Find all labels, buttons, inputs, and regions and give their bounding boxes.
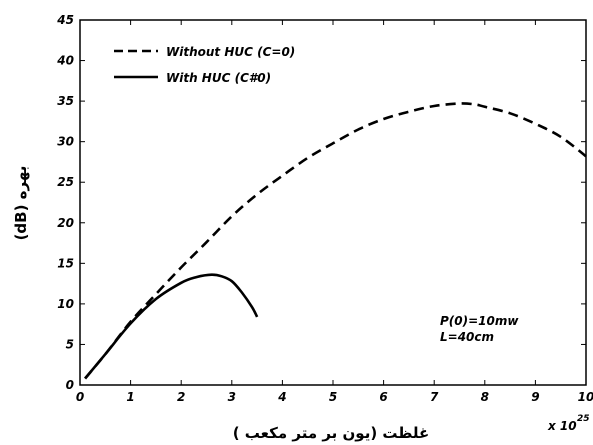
y-tick-label: 45 bbox=[56, 13, 74, 27]
x-tick-label: 3 bbox=[228, 390, 236, 404]
x-tick-label: 2 bbox=[177, 390, 185, 404]
y-tick-label: 25 bbox=[57, 175, 74, 189]
x-tick-label: 0 bbox=[76, 390, 84, 404]
x-tick-label: 5 bbox=[329, 390, 337, 404]
x-tick-label: 8 bbox=[481, 390, 489, 404]
series-layer bbox=[84, 102, 587, 380]
y-tick-label: 35 bbox=[57, 94, 74, 108]
y-tick-label: 40 bbox=[56, 54, 74, 68]
x-tick-label: 4 bbox=[277, 390, 286, 404]
y-tick-label: 10 bbox=[57, 297, 74, 311]
x-tick-label: 6 bbox=[379, 390, 387, 404]
y-tick-label: 15 bbox=[57, 256, 74, 270]
y-axis-title: بهره (dB) bbox=[12, 166, 30, 241]
legend: Without HUC (C=0) With HUC (C#0) bbox=[114, 45, 295, 85]
x-axis-ticks: 0 1 2 3 4 5 6 7 8 9 10 bbox=[76, 20, 593, 404]
y-tick-label: 5 bbox=[66, 337, 74, 351]
x-tick-label: 9 bbox=[531, 390, 539, 404]
x-tick-label: 10 bbox=[578, 390, 593, 404]
annotation-length: L=40cm bbox=[440, 330, 494, 344]
x-tick-label: 1 bbox=[126, 390, 134, 404]
annotation-power: P(0)=10mw bbox=[440, 314, 519, 328]
y-tick-label: 20 bbox=[57, 216, 74, 230]
y-tick-label: 0 bbox=[66, 378, 74, 392]
series-line-with-huc bbox=[84, 273, 259, 380]
y-axis-ticks: 0 5 10 15 20 25 30 35 40 45 bbox=[56, 13, 586, 392]
x-axis-title: غلظت (یون بر متر مکعب ) bbox=[233, 424, 430, 442]
x-axis-multiplier-exponent: 25 bbox=[577, 414, 590, 424]
y-tick-label: 30 bbox=[57, 135, 74, 149]
x-tick-label: 7 bbox=[430, 390, 439, 404]
legend-label-without-huc: Without HUC (C=0) bbox=[166, 45, 295, 59]
x-axis-multiplier: x 10 bbox=[547, 419, 577, 433]
series-line-without-huc bbox=[84, 102, 587, 380]
legend-label-with-huc: With HUC (C#0) bbox=[166, 71, 271, 85]
